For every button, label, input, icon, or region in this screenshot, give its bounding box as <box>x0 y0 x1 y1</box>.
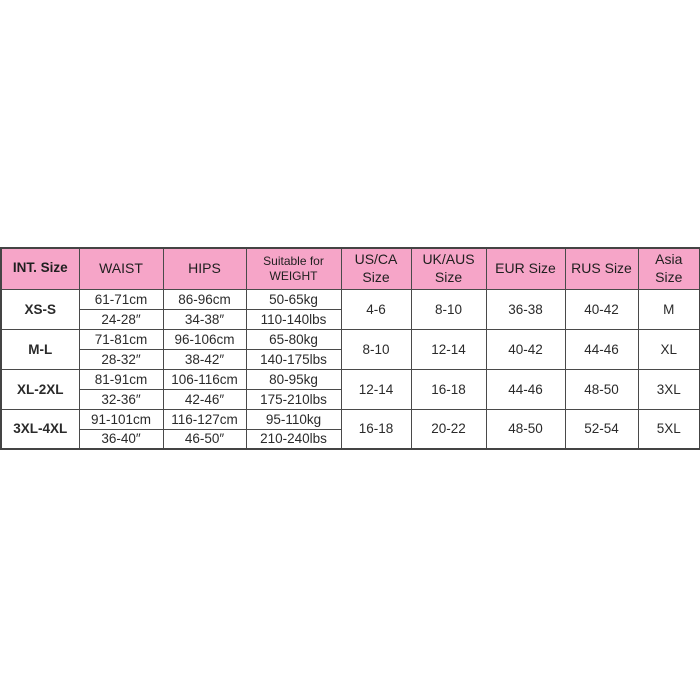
weight-kg-cell: 65-80kg <box>245 328 342 350</box>
hips-cm-cell: 96-106cm <box>162 328 247 350</box>
header-cell-waist: WAIST <box>78 247 164 290</box>
table-header: INT. Size WAIST HIPS Suitable for WEIGHT… <box>0 247 700 290</box>
size-cell: XS-S <box>0 288 80 330</box>
usca-cell: 8-10 <box>340 328 412 370</box>
hips-in-cell: 38-42″ <box>162 348 247 370</box>
waist-cm-cell: 61-71cm <box>78 288 164 310</box>
weight-kg-cell: 95-110kg <box>245 408 342 430</box>
header-ukaus-line2: Size <box>434 268 463 285</box>
usca-cell: 16-18 <box>340 408 412 450</box>
table-row: XS-S 61-71cm 86-96cm 50-65kg 4-6 8-10 36… <box>0 288 700 330</box>
weight-kg-cell: 50-65kg <box>245 288 342 310</box>
ukaus-cell: 16-18 <box>410 368 487 410</box>
hips-in-cell: 34-38″ <box>162 308 247 330</box>
weight-lbs-cell: 210-240lbs <box>245 428 342 450</box>
weight-lbs-cell: 175-210lbs <box>245 388 342 410</box>
header-asia-line1: Asia <box>655 251 683 268</box>
ukaus-cell: 8-10 <box>410 288 487 330</box>
table-row: M-L 71-81cm 96-106cm 65-80kg 8-10 12-14 … <box>0 328 700 370</box>
header-usca-line2: Size <box>362 268 390 285</box>
header-row: INT. Size WAIST HIPS Suitable for WEIGHT… <box>0 247 700 290</box>
asia-cell: XL <box>637 328 700 370</box>
rus-cell: 44-46 <box>564 328 639 370</box>
weight-lbs-cell: 110-140lbs <box>245 308 342 330</box>
waist-cm-cell: 71-81cm <box>78 328 164 350</box>
hips-cm-cell: 86-96cm <box>162 288 247 310</box>
asia-cell: 3XL <box>637 368 700 410</box>
waist-in-cell: 32-36″ <box>78 388 164 410</box>
rus-cell: 52-54 <box>564 408 639 450</box>
header-cell-rus: RUS Size <box>564 247 639 290</box>
hips-cm-cell: 106-116cm <box>162 368 247 390</box>
eur-cell: 48-50 <box>485 408 566 450</box>
eur-cell: 36-38 <box>485 288 566 330</box>
header-usca-line1: US/CA <box>354 251 398 268</box>
table-row: 3XL-4XL 91-101cm 116-127cm 95-110kg 16-1… <box>0 408 700 450</box>
waist-in-cell: 36-40″ <box>78 428 164 450</box>
table-row: 36-40″ 46-50″ 210-240lbs <box>1 428 700 450</box>
eur-cell: 40-42 <box>485 328 566 370</box>
header-weight-line2: WEIGHT <box>269 268 318 283</box>
header-cell-eur: EUR Size <box>485 247 566 290</box>
header-cell-hips: HIPS <box>162 247 247 290</box>
usca-cell: 4-6 <box>340 288 412 330</box>
header-cell-weight: Suitable for WEIGHT <box>245 247 342 290</box>
rus-cell: 48-50 <box>564 368 639 410</box>
size-cell: 3XL-4XL <box>0 408 80 450</box>
size-cell: XL-2XL <box>0 368 80 410</box>
header-cell-ukaus: UK/AUS Size <box>410 247 487 290</box>
header-ukaus-line1: UK/AUS <box>422 251 475 268</box>
hips-in-cell: 46-50″ <box>162 428 247 450</box>
header-weight-line1: Suitable for <box>263 253 324 268</box>
waist-cm-cell: 81-91cm <box>78 368 164 390</box>
eur-cell: 44-46 <box>485 368 566 410</box>
weight-lbs-cell: 140-175lbs <box>245 348 342 370</box>
weight-kg-cell: 80-95kg <box>245 368 342 390</box>
ukaus-cell: 12-14 <box>410 328 487 370</box>
usca-cell: 12-14 <box>340 368 412 410</box>
hips-cm-cell: 116-127cm <box>162 408 247 430</box>
hips-in-cell: 42-46″ <box>162 388 247 410</box>
waist-in-cell: 24-28″ <box>78 308 164 330</box>
waist-in-cell: 28-32″ <box>78 348 164 370</box>
table-row: XL-2XL 81-91cm 106-116cm 80-95kg 12-14 1… <box>0 368 700 410</box>
size-cell: M-L <box>0 328 80 370</box>
table-body: XS-S 61-71cm 86-96cm 50-65kg 4-6 8-10 36… <box>0 288 700 450</box>
header-cell-int-size: INT. Size <box>0 247 80 290</box>
waist-cm-cell: 91-101cm <box>78 408 164 430</box>
ukaus-cell: 20-22 <box>410 408 487 450</box>
header-cell-asia: Asia Size <box>637 247 700 290</box>
table-row: 24-28″ 34-38″ 110-140lbs <box>1 308 700 330</box>
header-cell-usca: US/CA Size <box>340 247 412 290</box>
rus-cell: 40-42 <box>564 288 639 330</box>
size-chart-table: INT. Size WAIST HIPS Suitable for WEIGHT… <box>0 247 700 450</box>
asia-cell: 5XL <box>637 408 700 450</box>
table-row: 28-32″ 38-42″ 140-175lbs <box>1 348 700 370</box>
asia-cell: M <box>637 288 700 330</box>
header-asia-line2: Size <box>655 268 683 285</box>
